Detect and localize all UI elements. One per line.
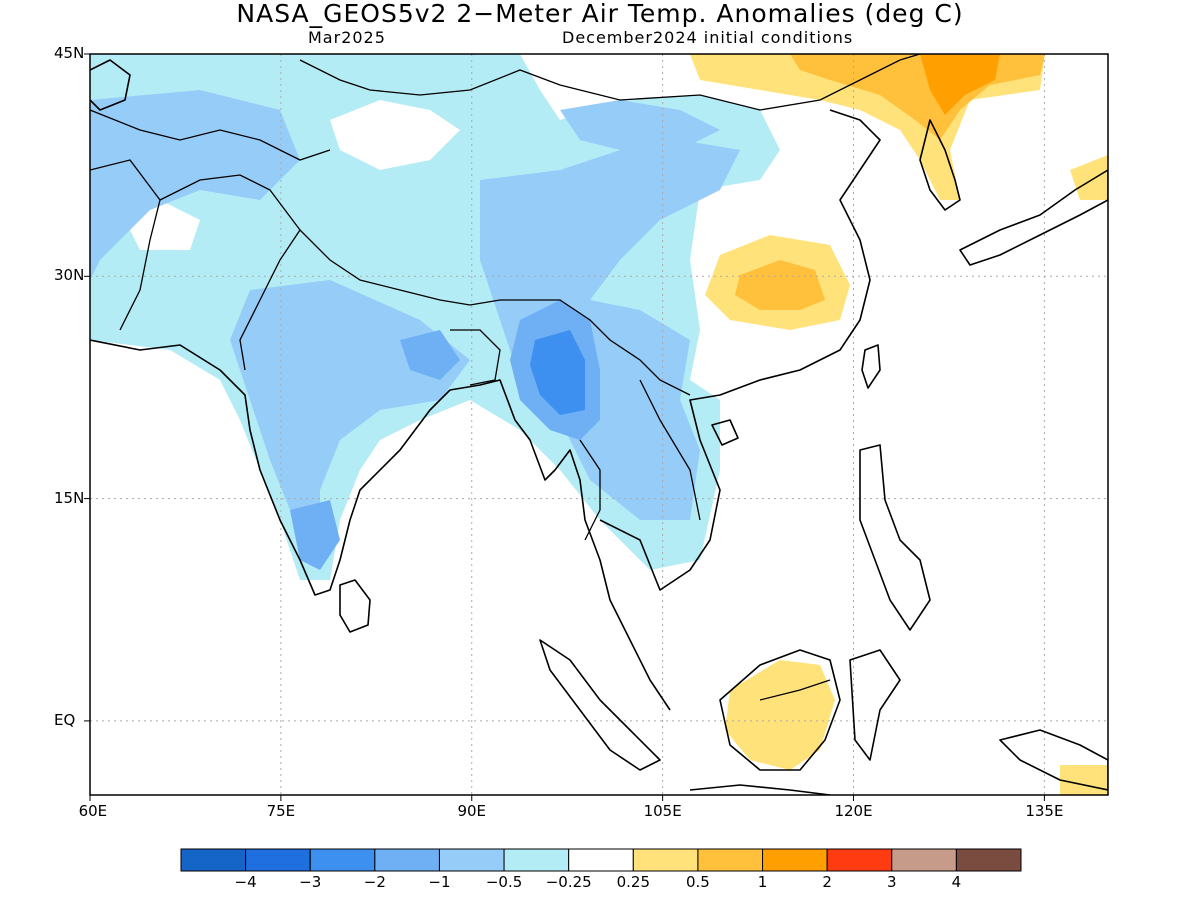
coastline-borneo xyxy=(719,649,841,771)
coastline-hainan xyxy=(711,419,739,446)
colorbar-label: −0.5 xyxy=(485,873,523,891)
coastline-new-guinea xyxy=(999,729,1108,791)
coastline-caspian-east xyxy=(90,59,131,111)
coastline-philippines xyxy=(859,444,931,631)
coastline-india xyxy=(90,339,451,596)
anomaly-area-japan-warm xyxy=(1070,155,1108,200)
anomaly-area-minus2-india-south xyxy=(290,500,340,570)
colorbar-swatch xyxy=(503,848,570,872)
border-laos-vietnam xyxy=(639,379,701,521)
border-china-north xyxy=(299,54,921,111)
colorbar-swatch xyxy=(568,848,634,872)
border-himalaya xyxy=(299,229,691,396)
anomaly-area-tibet-white xyxy=(330,100,460,170)
colorbar-swatch xyxy=(632,848,699,872)
colorbar-swatch xyxy=(955,848,1022,872)
colorbar-swatch xyxy=(374,848,440,872)
coastline-sulawesi xyxy=(849,649,901,761)
anomaly-area-minus1-mongolia xyxy=(560,100,720,150)
lat-tick-label: EQ xyxy=(54,710,76,729)
border-borneo xyxy=(759,679,831,701)
coastline-sumatra xyxy=(539,639,661,771)
anomaly-area-newguinea-warm xyxy=(1060,765,1108,795)
anomaly-area-china-warm-core xyxy=(735,260,825,310)
colorbar-swatch xyxy=(438,848,505,872)
lon-tick-label: 135E xyxy=(1025,802,1064,820)
lat-tick-label: 30N xyxy=(54,266,85,285)
colorbar-label: −1 xyxy=(428,873,451,891)
anomaly-area-minus3-myanmar xyxy=(530,330,585,415)
lat-tick-label: 45N xyxy=(54,44,85,62)
graticule xyxy=(90,54,1108,795)
colorbar-label: 3 xyxy=(886,873,897,891)
borders xyxy=(90,54,921,701)
anomaly-area-minus1-east xyxy=(480,140,740,520)
coastlines xyxy=(90,59,1108,795)
colorbar-swatch xyxy=(697,848,764,872)
colorbar-swatch xyxy=(762,848,828,872)
axis-ticks xyxy=(84,53,1045,801)
colorbar-label: −4 xyxy=(234,873,257,891)
colorbar-swatch xyxy=(245,848,311,872)
colorbar-swatch xyxy=(180,848,247,872)
colorbar-label: 0.5 xyxy=(685,873,710,891)
border-myanmar-thai xyxy=(579,439,601,541)
lat-tick-label: 15N xyxy=(54,488,85,507)
border-central-asia xyxy=(90,109,331,161)
border-bangladesh xyxy=(450,329,501,386)
border-afghan-pak xyxy=(159,174,301,371)
coastline-indochina xyxy=(599,109,881,591)
coastline-java xyxy=(689,784,831,795)
colorbar-label: 2 xyxy=(822,873,832,891)
lon-tick-label: 120E xyxy=(834,802,873,820)
coastline-sri-lanka xyxy=(339,579,371,633)
colorbar-label: −3 xyxy=(299,873,322,891)
lon-tick-label: 105E xyxy=(643,802,682,820)
colorbar-swatch xyxy=(309,848,376,872)
forecast-month: Mar2025 xyxy=(308,28,386,47)
colorbar-swatch xyxy=(891,848,957,872)
colorbar-label: 4 xyxy=(951,873,962,891)
coastline-korea xyxy=(919,119,961,211)
colorbar-swatch xyxy=(826,848,893,872)
lon-tick-label: 75E xyxy=(266,802,296,820)
colorbar-label: 0.25 xyxy=(616,873,650,891)
colorbar xyxy=(180,848,1022,872)
colorbar-label: −0.25 xyxy=(545,873,592,891)
colorbar-label: −2 xyxy=(363,873,386,891)
coastline-bay-of-bengal xyxy=(449,379,671,711)
lon-tick-label: 90E xyxy=(457,802,487,820)
anomaly-area-northeast-warm-2 xyxy=(920,54,1000,115)
initial-conditions: December2024 initial conditions xyxy=(562,28,854,47)
lon-tick-label: 60E xyxy=(78,802,108,820)
chart-title: NASA_GEOS5v2 2−Meter Air Temp. Anomalies… xyxy=(236,0,964,28)
coastline-japan xyxy=(959,169,1108,266)
anomaly-area-minus2-india-east xyxy=(400,330,460,380)
border-iran-afghan xyxy=(90,159,161,331)
coastline-taiwan xyxy=(861,344,881,389)
colorbar-label: 1 xyxy=(757,873,768,891)
